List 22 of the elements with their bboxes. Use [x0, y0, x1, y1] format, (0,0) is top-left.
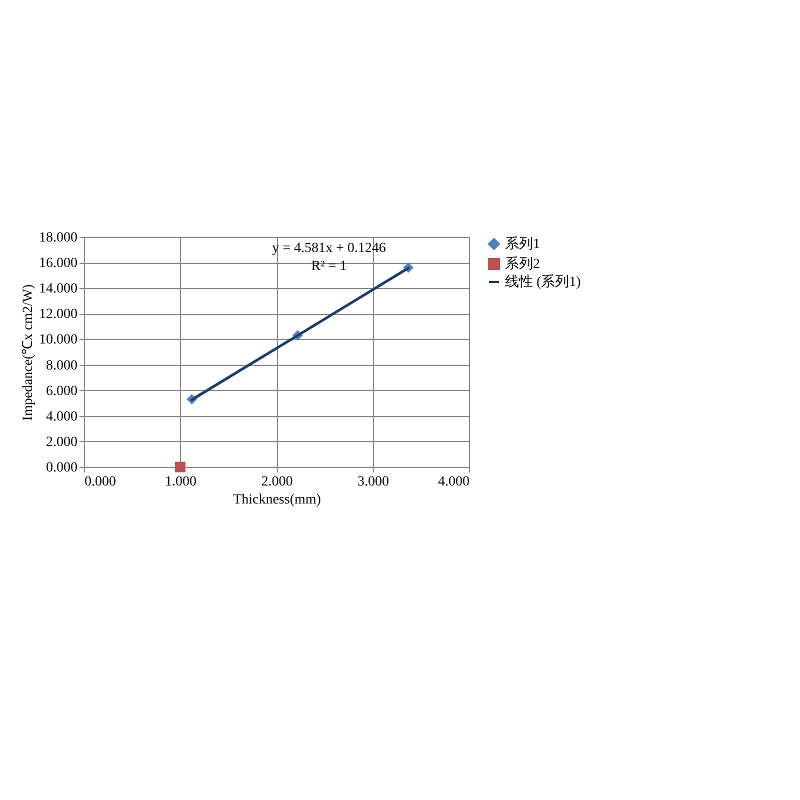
annotation: R² = 1 — [311, 259, 347, 274]
x-tick-label: 0.000 — [84, 474, 116, 490]
x-tick-label: 2.000 — [261, 474, 293, 490]
y-tick-label: 2.000 — [46, 434, 78, 450]
x-tick-label: 3.000 — [358, 474, 389, 490]
y-tick-label: 16.000 — [39, 256, 78, 272]
legend-label: 线性 (系列1) — [505, 274, 582, 290]
y-tick-label: 0.000 — [46, 460, 78, 476]
x-tick-label: 4.000 — [438, 474, 470, 490]
y-tick-label: 18.000 — [39, 230, 78, 246]
y-tick-label: 4.000 — [46, 409, 78, 424]
legend-label: 系列2 — [505, 256, 540, 272]
y-tick-label: 14.000 — [39, 282, 78, 297]
y-tick-label: 6.000 — [46, 384, 78, 399]
legend-label: 系列1 — [505, 236, 540, 252]
y-tick-label: 8.000 — [46, 358, 78, 374]
annotation: y = 4.581x + 0.1246 — [272, 241, 386, 256]
y-axis-title: Impedance(℃x cm2/W) — [21, 284, 36, 421]
x-axis-title: Thickness(mm) — [233, 492, 322, 508]
y-tick-label: 10.000 — [39, 332, 78, 348]
x-tick-label: 1.000 — [165, 474, 196, 490]
y-tick-label: 12.000 — [39, 307, 78, 322]
